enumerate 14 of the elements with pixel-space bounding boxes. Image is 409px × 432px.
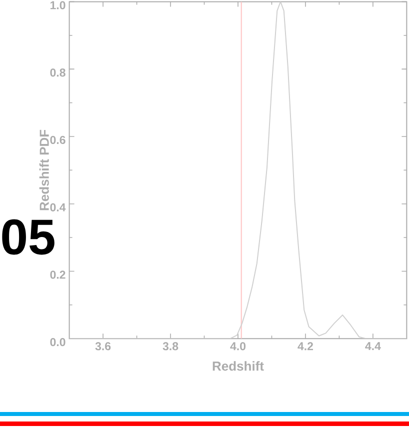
y-tick-label: 0.0: [50, 338, 66, 346]
x-tick-label: 4.4: [365, 342, 381, 350]
x-tick-label: 4.0: [230, 342, 246, 350]
y-tick-label: 0.2: [50, 270, 66, 279]
text: 05: [2, 219, 54, 255]
x-axis-title: Redshift: [212, 361, 264, 371]
y-tick-label: 1.0: [50, 1, 66, 10]
y-tick-label: 0.8: [50, 68, 66, 77]
y-tick-label: 0.4: [50, 203, 66, 212]
x-tick-label: 3.8: [162, 342, 178, 350]
y-tick-label: 0.6: [50, 136, 66, 144]
y-axis-title: Redshift PDF: [39, 130, 49, 210]
x-tick-label: 4.2: [298, 342, 313, 350]
x-tick-label: 3.6: [95, 342, 111, 350]
